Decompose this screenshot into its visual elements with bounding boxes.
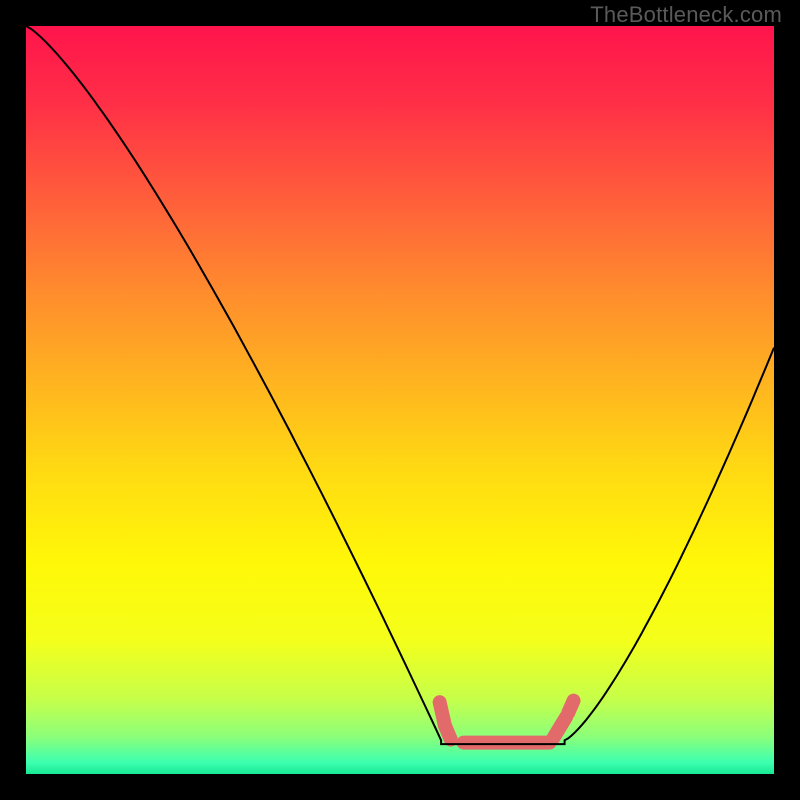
pink-segment (553, 717, 566, 738)
pink-floor-segments (440, 701, 574, 743)
chart-stage: TheBottleneck.com (0, 0, 800, 800)
pink-segment (568, 701, 573, 713)
watermark-text: TheBottleneck.com (590, 2, 782, 28)
bottleneck-curve (26, 26, 774, 744)
curve-layer (0, 0, 800, 800)
pink-segment (445, 725, 451, 739)
